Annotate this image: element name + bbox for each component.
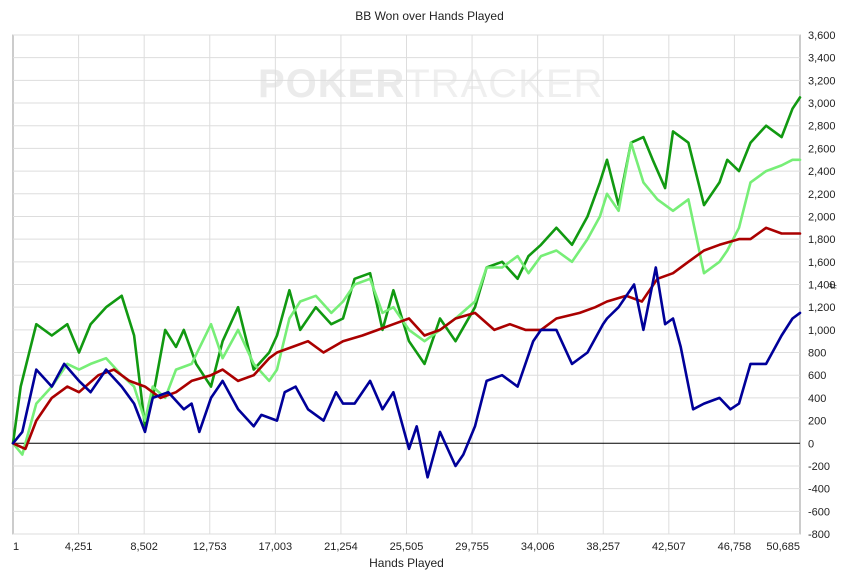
y-tick-label: 2,200 (808, 189, 836, 201)
y-tick-label: 1,200 (808, 302, 836, 314)
series-line-3 (11, 226, 802, 451)
x-tick-label: 17,003 (259, 541, 293, 553)
y-tick-label: 3,600 (808, 30, 836, 42)
series-line-4 (11, 266, 802, 479)
series-line-2 (11, 141, 802, 456)
x-tick-label: 46,758 (718, 541, 752, 553)
y-tick-label: 1,800 (808, 234, 836, 246)
y-tick-label: 2,600 (808, 143, 836, 155)
x-tick-label: 8,502 (130, 541, 158, 553)
y-tick-label: 1,600 (808, 257, 836, 269)
x-tick-label: 38,257 (586, 541, 620, 553)
y-tick-label: -800 (808, 529, 830, 541)
x-tick-label: 1 (13, 541, 19, 553)
y-tick-label: -400 (808, 484, 830, 496)
y-tick-label: 1,400 (808, 280, 836, 292)
watermark-part-tracker: TRACKER (405, 62, 604, 106)
x-tick-label: 42,507 (652, 541, 686, 553)
y-tick-label: -600 (808, 506, 830, 518)
y-tick-label: 1,000 (808, 325, 836, 337)
y-tick-label: 200 (808, 416, 826, 428)
y-tick-label: 2,000 (808, 211, 836, 223)
y-tick-label: 2,400 (808, 166, 836, 178)
x-tick-label: 25,505 (390, 541, 424, 553)
x-tick-label: 12,753 (193, 541, 227, 553)
watermark-part-poker: POKER (258, 62, 406, 106)
y-tick-label: 600 (808, 370, 826, 382)
x-tick-label: 34,006 (521, 541, 555, 553)
x-tick-label: 21,254 (324, 541, 358, 553)
x-tick-label: 50,685 (766, 541, 800, 553)
y-tick-label: 0 (808, 438, 814, 450)
x-tick-label: 4,251 (65, 541, 93, 553)
y-tick-label: 3,200 (808, 75, 836, 87)
y-tick-label: 3,400 (808, 53, 836, 65)
x-tick-label: 29,755 (455, 541, 489, 553)
y-tick-label: 800 (808, 348, 826, 360)
y-tick-label: -200 (808, 461, 830, 473)
y-tick-label: 2,800 (808, 121, 836, 133)
x-axis-label: Hands Played (369, 556, 444, 570)
chart-title: BB Won over Hands Played (355, 9, 504, 23)
y-tick-label: 3,000 (808, 98, 836, 110)
y-tick-label: 400 (808, 393, 826, 405)
y-axis-label: # (826, 283, 838, 290)
watermark-logo: POKERTRACKER (258, 62, 603, 107)
